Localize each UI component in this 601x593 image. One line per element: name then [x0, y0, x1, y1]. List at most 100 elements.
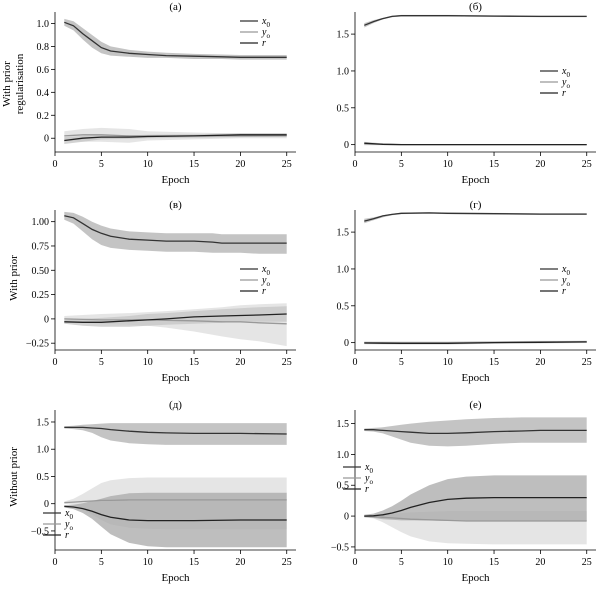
x-tick-label: 15	[189, 159, 199, 170]
y-tick-label: 0.25	[32, 290, 50, 301]
x-tick-label: 10	[143, 557, 153, 568]
series-line-r	[364, 496, 587, 517]
y-tick-label: 1.5	[337, 228, 350, 239]
legend-entry-r: r	[262, 38, 266, 49]
x-tick-label: 25	[582, 159, 592, 170]
legend-entry-r: r	[262, 286, 266, 297]
y-tick-label: 1.0	[337, 264, 350, 275]
x-tick-label: 10	[443, 357, 453, 368]
panel-label: (г)	[470, 199, 482, 211]
panel-label: (д)	[169, 399, 182, 411]
legend-entry-yo: yo	[64, 519, 73, 532]
series-line-yo	[64, 499, 287, 504]
legend-entry-x0: x0	[261, 16, 270, 29]
band-x0	[364, 212, 587, 224]
series-line-r	[64, 505, 287, 522]
x-tick-label: 15	[189, 357, 199, 368]
y-tick-label: 0	[44, 499, 49, 510]
x-axis-label: Epoch	[461, 572, 490, 584]
x-tick-label: 15	[489, 159, 499, 170]
x-tick-label: 0	[53, 159, 58, 170]
x-tick-label: 10	[443, 557, 453, 568]
row-label-2: With prior	[8, 255, 20, 301]
x-axis-label: Epoch	[461, 174, 490, 186]
panel-label: (в)	[169, 199, 182, 211]
row-label-1-line-1: With prior	[1, 61, 13, 107]
legend-entry-r: r	[562, 88, 566, 99]
x-tick-label: 20	[535, 557, 545, 568]
x-tick-label: 10	[143, 357, 153, 368]
y-tick-label: 0.5	[37, 472, 50, 483]
series-line-x0	[364, 429, 587, 435]
y-tick-label: 1.0	[337, 450, 350, 461]
x-tick-label: 5	[399, 557, 404, 568]
series-line-r	[364, 142, 587, 146]
x-tick-label: 10	[143, 159, 153, 170]
y-tick-label: 0.5	[337, 103, 350, 114]
series-line-x0	[64, 215, 287, 244]
x-tick-label: 20	[235, 159, 245, 170]
legend-entry-x0: x0	[64, 508, 73, 521]
y-tick-label: 0	[344, 512, 349, 523]
y-tick-label: 0	[344, 338, 349, 349]
y-tick-label: 1.00	[32, 217, 50, 228]
x-tick-label: 15	[489, 557, 499, 568]
x-tick-label: 5	[399, 357, 404, 368]
legend-entry-r: r	[365, 484, 369, 495]
y-tick-label: 0.50	[32, 266, 50, 277]
legend-entry-yo: yo	[261, 27, 270, 40]
legend-entry-x0: x0	[561, 66, 570, 79]
series-line-yo	[364, 515, 587, 522]
band-x0	[64, 18, 287, 60]
series-line-x0	[64, 426, 287, 435]
x-tick-label: 0	[353, 357, 358, 368]
legend-entry-x0: x0	[261, 264, 270, 277]
x-tick-label: 0	[353, 159, 358, 170]
y-tick-label: −0.25	[26, 339, 49, 350]
row-label-3: Without prior	[8, 447, 20, 507]
y-tick-label: 0.2	[37, 111, 50, 122]
series-line-r	[64, 134, 287, 142]
legend-entry-yo: yo	[561, 77, 570, 90]
legend-entry-x0: x0	[364, 462, 373, 475]
band-x0	[64, 423, 287, 445]
panel-3: (в) 0 5 10 15 20 25 −0.25 0 0.25 0.50 0.75 1.00 Epoch…	[26, 199, 296, 384]
x-tick-label: 25	[282, 357, 292, 368]
y-tick-label: 1.5	[37, 417, 50, 428]
panel-label: (б)	[469, 1, 482, 13]
x-tick-label: 0	[53, 357, 58, 368]
x-tick-label: 15	[189, 557, 199, 568]
y-tick-label: −0.5	[31, 526, 49, 537]
x-tick-label: 20	[535, 159, 545, 170]
y-tick-label: 1.0	[37, 445, 50, 456]
series-line-r	[64, 313, 287, 323]
y-tick-label: 1.0	[37, 19, 50, 30]
x-axis-label: Epoch	[461, 372, 490, 384]
series-line-x0	[64, 21, 287, 58]
y-tick-label: 1.0	[337, 66, 350, 77]
x-axis-label: Epoch	[161, 572, 190, 584]
x-tick-label: 25	[582, 557, 592, 568]
x-tick-label: 20	[535, 357, 545, 368]
legend-entry-yo: yo	[364, 473, 373, 486]
legend-entry-x0: x0	[561, 264, 570, 277]
series-line-yo	[64, 134, 287, 137]
x-tick-label: 25	[282, 557, 292, 568]
x-tick-label: 5	[99, 159, 104, 170]
x-tick-label: 10	[443, 159, 453, 170]
legend-entry-yo: yo	[561, 275, 570, 288]
series-line-yo	[64, 318, 287, 325]
x-tick-label: 25	[582, 357, 592, 368]
row-label-1: With prior regularisation	[1, 53, 26, 114]
panel-label: (е)	[469, 399, 482, 411]
legend-entry-r: r	[562, 286, 566, 297]
x-tick-label: 20	[235, 557, 245, 568]
